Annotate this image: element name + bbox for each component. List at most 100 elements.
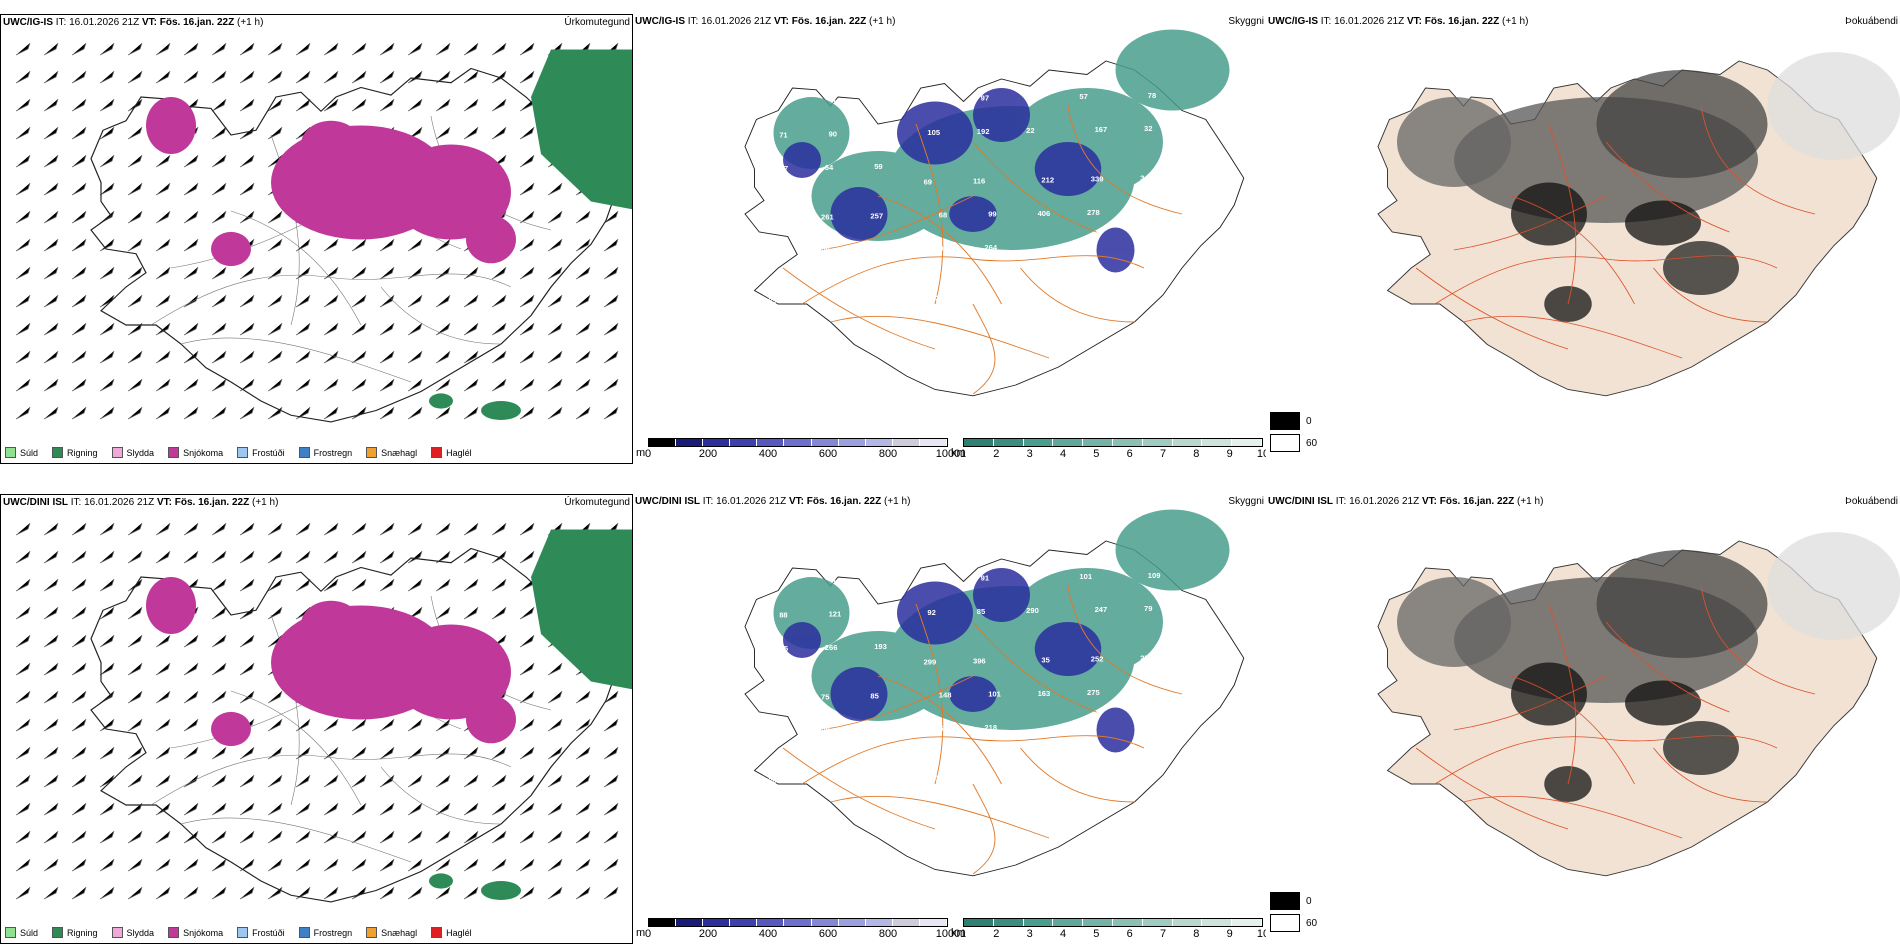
wind-barb	[155, 70, 171, 84]
fog-legend-row: 60	[1270, 434, 1317, 452]
wind-barb	[435, 802, 451, 816]
wind-barb	[267, 266, 283, 280]
wind-barb	[15, 210, 31, 224]
legend-item: Frostúði	[237, 447, 285, 458]
wind-barb	[183, 886, 199, 900]
scale-tick: 400	[758, 448, 778, 460]
legend-item: Haglél	[431, 447, 472, 458]
wind-barb	[435, 746, 451, 760]
value-label: 252	[1091, 655, 1104, 664]
scale-tick: 9	[1226, 448, 1233, 460]
wind-barb	[295, 378, 311, 392]
value-label: 152	[935, 724, 948, 733]
cloud-base-area	[949, 676, 997, 712]
scale-tick: 800	[878, 448, 898, 460]
wind-barb	[463, 98, 479, 112]
scale-tick: 1000	[935, 448, 961, 460]
wind-barb	[379, 858, 395, 872]
wind-barb	[155, 886, 171, 900]
value-label: 261	[821, 213, 834, 222]
scale-tick: 200	[698, 928, 718, 940]
wind-barb	[15, 154, 31, 168]
wind-barb	[267, 606, 283, 620]
wind-barb	[155, 830, 171, 844]
value-label: 40	[1030, 292, 1038, 301]
wind-barb	[183, 634, 199, 648]
legend-item: Súld	[5, 447, 38, 458]
wind-barb	[519, 322, 535, 336]
legend-label: Súld	[20, 927, 39, 938]
wind-barb	[183, 154, 199, 168]
wind-barb	[71, 210, 87, 224]
value-label: 98	[878, 129, 886, 138]
wind-barb	[15, 70, 31, 84]
wind-barb	[71, 378, 87, 392]
wind-barb	[99, 350, 115, 364]
wind-barb	[155, 42, 171, 56]
fog-map-igis: UWC/IG-IS IT: 16.01.2026 21Z VT: Fös. 16…	[1266, 14, 1900, 464]
wind-barb	[127, 718, 143, 732]
wind-barb	[267, 718, 283, 732]
scale-tick: 5	[1093, 448, 1100, 460]
wind-barb	[267, 294, 283, 308]
wind-barb	[71, 578, 87, 592]
scale-tick: 600	[818, 928, 838, 940]
wind-barb	[183, 42, 199, 56]
wind-barb	[295, 322, 311, 336]
scale-tick: 2	[993, 928, 1000, 940]
wind-barb	[519, 606, 535, 620]
legend-item: Snæhagl	[366, 447, 417, 458]
legend-item: Rigning	[52, 447, 98, 458]
wind-barb	[351, 802, 367, 816]
scale-tick: 7	[1159, 928, 1167, 940]
wind-barb	[15, 126, 31, 140]
scale-tick: 4	[1059, 448, 1067, 460]
cloud-base-area	[1034, 142, 1102, 196]
wind-barb	[15, 802, 31, 816]
wind-barb	[183, 70, 199, 84]
wind-barb	[491, 746, 507, 760]
wind-barb	[407, 522, 423, 536]
wind-barb	[183, 802, 199, 816]
wind-barb	[295, 350, 311, 364]
wind-barb	[351, 42, 367, 56]
wind-barb	[295, 238, 311, 252]
value-label: 109	[1133, 257, 1146, 266]
wind-barb	[379, 522, 395, 536]
wind-barb	[519, 662, 535, 676]
wind-barb	[407, 886, 423, 900]
wind-barb	[267, 378, 283, 392]
legend-label: Rigning	[67, 447, 98, 458]
wind-barb	[71, 606, 87, 620]
wind-barb	[239, 406, 255, 420]
wind-barb	[575, 718, 591, 732]
wind-barb	[491, 830, 507, 844]
wind-barb	[351, 294, 367, 308]
wind-barb	[239, 154, 255, 168]
wind-barb	[127, 662, 143, 676]
wind-barb	[407, 774, 423, 788]
wind-barb	[71, 266, 87, 280]
wind-barb	[547, 858, 563, 872]
scale-tick: 800	[878, 928, 898, 940]
legend-label: Snjókoma	[183, 447, 224, 458]
wind-barb	[15, 606, 31, 620]
wind-barb	[379, 550, 395, 564]
wind-barb	[351, 718, 367, 732]
wind-barb	[15, 578, 31, 592]
wind-barb	[379, 774, 395, 788]
wind-barb	[267, 830, 283, 844]
wind-barb	[379, 886, 395, 900]
legend-item: Snæhagl	[366, 927, 417, 938]
value-label: 299	[924, 657, 937, 666]
wind-barb	[99, 858, 115, 872]
value-label: 212	[1041, 176, 1054, 185]
wind-barb	[435, 406, 451, 420]
cloud-base-area	[897, 101, 973, 165]
legend-item: Haglél	[431, 927, 472, 938]
wind-barb	[267, 210, 283, 224]
value-label: 109	[817, 246, 830, 255]
value-label: 626	[1083, 738, 1096, 747]
wind-barb	[211, 634, 227, 648]
wind-barb	[211, 578, 227, 592]
